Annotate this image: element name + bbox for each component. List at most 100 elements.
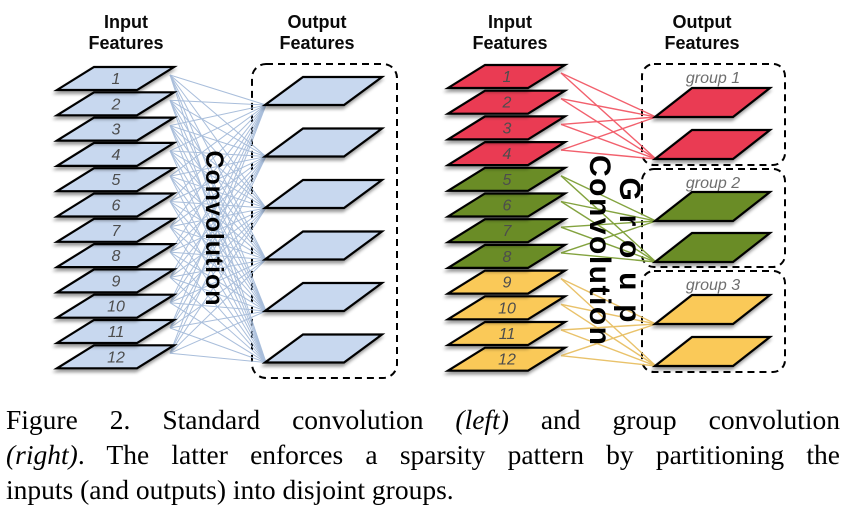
- connection-line: [560, 175, 657, 263]
- output-features-header: Features: [664, 33, 739, 53]
- connection-line: [169, 104, 267, 329]
- connection-line: [169, 310, 267, 354]
- caption-italic-right: (right): [6, 439, 78, 470]
- input-features-header: Input: [488, 12, 532, 32]
- connection-line: [169, 104, 267, 354]
- group-convolution-label: Group: [613, 178, 646, 323]
- input-feature-map: [444, 243, 569, 269]
- input-features-header: Input: [104, 12, 148, 32]
- caption-line-2: (right). The latter enforces a sparsity …: [6, 437, 840, 472]
- output-feature-map: [261, 333, 386, 364]
- connection-line: [560, 220, 657, 254]
- connection-line: [169, 259, 267, 329]
- caption-line-3: inputs (and outputs) into disjoint group…: [6, 472, 840, 507]
- connection-line: [560, 123, 657, 160]
- input-feature-label: 11: [499, 326, 516, 343]
- caption-text: . The latter enforces a sparsity pattern…: [77, 439, 840, 470]
- input-feature-map: [444, 295, 569, 321]
- connection-line: [169, 104, 267, 152]
- caption-line-1: Figure 2. Standard convolution (left) an…: [6, 402, 840, 437]
- caption-text: Figure 2. Standard convolution: [6, 404, 456, 435]
- connection-line: [560, 323, 657, 331]
- input-feature-map: [53, 116, 178, 142]
- input-feature-map: [444, 89, 569, 115]
- input-feature-label: 5: [112, 172, 121, 189]
- connection-line: [560, 277, 657, 325]
- connection-line: [560, 200, 657, 222]
- input-feature-map: [53, 141, 178, 167]
- connection-line: [169, 104, 267, 127]
- connection-line: [169, 104, 267, 303]
- group-label: group 2: [686, 175, 740, 192]
- input-feature-label: 8: [112, 248, 121, 265]
- input-feature-label: 8: [503, 249, 512, 266]
- connection-line: [560, 116, 657, 151]
- output-feature-map: [651, 128, 774, 161]
- input-feature-label: 7: [503, 223, 513, 240]
- caption-italic-left: (left): [455, 404, 509, 435]
- connection-line: [169, 156, 267, 354]
- connection-line: [169, 104, 267, 202]
- caption-text: inputs (and outputs) into disjoint group…: [6, 474, 454, 505]
- connection-line: [169, 99, 267, 106]
- output-feature-map: [651, 335, 774, 368]
- connection-line: [560, 200, 657, 263]
- input-feature-label: 9: [503, 275, 512, 292]
- input-features-header: Features: [88, 33, 163, 53]
- input-feature-map: [444, 63, 569, 90]
- output-feature-map: [651, 231, 774, 264]
- input-feature-map: [444, 141, 569, 167]
- connection-line: [560, 323, 657, 357]
- input-feature-label: 2: [502, 95, 512, 112]
- connection-line: [560, 72, 657, 160]
- input-feature-label: 12: [498, 352, 516, 369]
- input-feature-label: 5: [503, 172, 512, 189]
- caption-text: and group convolution: [508, 404, 840, 435]
- output-feature-map: [651, 190, 774, 223]
- input-feature-label: 4: [503, 146, 512, 163]
- input-feature-map: [444, 346, 569, 372]
- connection-line: [560, 278, 657, 367]
- input-feature-label: 2: [111, 96, 121, 113]
- input-feature-label: 9: [112, 273, 121, 290]
- connection-line: [169, 104, 267, 278]
- input-feature-map: [53, 167, 178, 193]
- input-feature-map: [53, 65, 178, 92]
- output-feature-map: [261, 178, 386, 210]
- input-feature-label: 10: [107, 299, 125, 316]
- connection-line: [169, 352, 267, 363]
- output-feature-map: [261, 127, 386, 158]
- connection-line: [169, 104, 267, 177]
- connection-line: [560, 72, 657, 118]
- input-feature-map: [53, 91, 178, 117]
- connection-line: [560, 303, 657, 325]
- output-feature-map: [261, 75, 386, 107]
- output-feature-map: [651, 86, 774, 119]
- input-feature-label: 11: [108, 324, 125, 341]
- group-label: group 3: [686, 277, 740, 294]
- figure-caption: Figure 2. Standard convolution (left) an…: [0, 402, 846, 507]
- connection-line: [560, 220, 657, 228]
- connection-line: [169, 207, 267, 329]
- connection-line: [560, 98, 657, 160]
- input-feature-map: [444, 115, 569, 141]
- input-feature-map: [53, 318, 178, 345]
- connection-line: [560, 98, 657, 118]
- convolution-diagram: 123456789101112ConvolutionInputFeaturesO…: [53, 12, 786, 379]
- connection-line: [560, 175, 657, 222]
- input-feature-map: [53, 217, 178, 243]
- connection-line: [560, 116, 657, 126]
- connection-line: [560, 303, 657, 367]
- input-feature-map: [444, 192, 569, 218]
- input-feature-map: [444, 218, 569, 244]
- group-convolution-label: Convolution: [583, 155, 616, 345]
- input-feature-map: [53, 192, 178, 218]
- input-feature-label: 1: [112, 71, 121, 88]
- input-features-header: Features: [472, 33, 547, 53]
- group-box: [641, 168, 786, 268]
- input-feature-label: 12: [107, 349, 125, 366]
- output-feature-map: [651, 293, 774, 326]
- output-features-header: Output: [288, 12, 347, 32]
- input-feature-map: [444, 166, 569, 192]
